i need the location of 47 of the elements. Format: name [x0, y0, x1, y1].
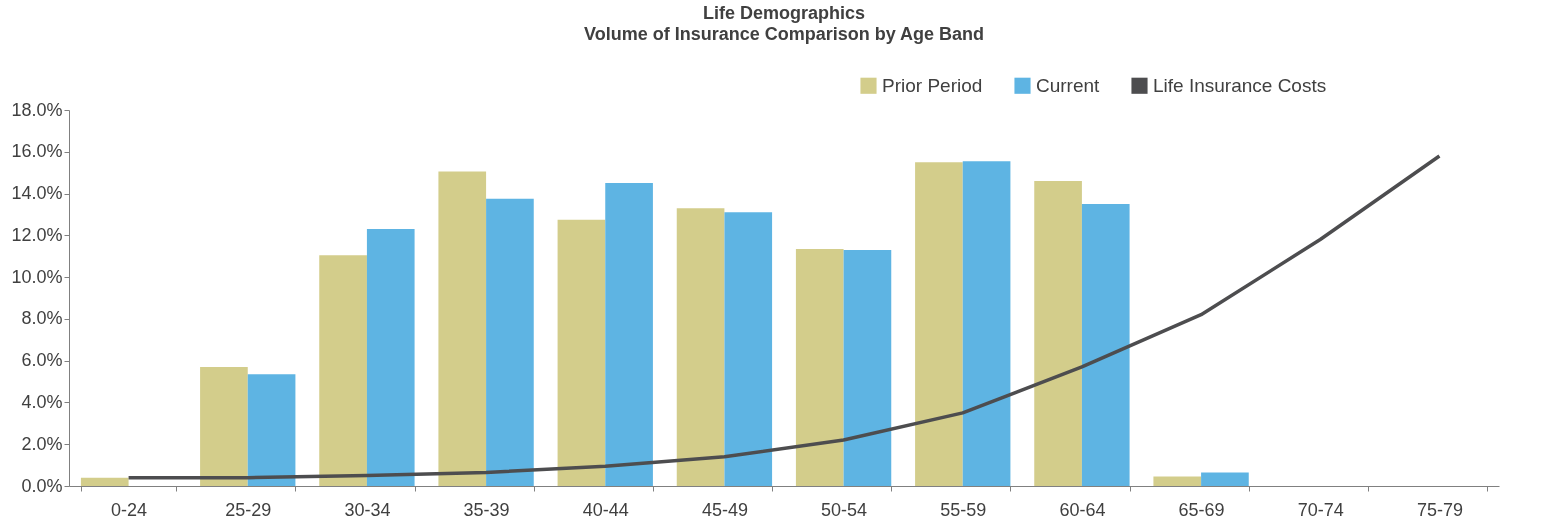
- chart-subtitle: Volume of Insurance Comparison by Age Band: [583, 24, 985, 44]
- bar: [366, 229, 415, 486]
- bar: [200, 366, 248, 486]
- y-tick-label: 18.0%: [11, 99, 63, 120]
- y-tick-label: 8.0%: [21, 308, 63, 329]
- y-tick-label: 10.0%: [11, 266, 63, 287]
- x-tick-label: 35-39: [463, 499, 510, 520]
- bar: [724, 212, 773, 486]
- bar: [676, 208, 725, 486]
- bar: [557, 219, 606, 486]
- legend-label: Current: [1036, 74, 1101, 96]
- y-tick-label: 14.0%: [11, 183, 63, 204]
- x-tick-label: 30-34: [344, 499, 391, 520]
- bar: [1034, 181, 1082, 486]
- y-tick-label: 6.0%: [21, 350, 63, 371]
- bar: [80, 477, 129, 486]
- y-tick-label: 0.0%: [21, 475, 63, 496]
- bar: [1153, 476, 1202, 486]
- bar: [247, 374, 296, 486]
- y-tick-label: 16.0%: [11, 141, 63, 162]
- chart-title: Life Demographics: [702, 3, 866, 23]
- bar: [438, 171, 487, 486]
- line-series: [126, 154, 1442, 480]
- bar: [486, 198, 534, 486]
- x-tick-label: 65-69: [1178, 499, 1225, 520]
- bar: [605, 183, 653, 486]
- x-tick-label: 55-59: [940, 499, 987, 520]
- bar: [1081, 204, 1130, 486]
- y-tick-label: 12.0%: [11, 224, 63, 245]
- legend-label: Life Insurance Costs: [1153, 74, 1327, 96]
- bar: [319, 255, 367, 486]
- x-tick-label: 0-24: [111, 499, 148, 520]
- x-tick-label: 70-74: [1297, 499, 1344, 520]
- bar: [795, 248, 844, 486]
- x-tick-label: 40-44: [582, 499, 629, 520]
- bar: [843, 249, 892, 486]
- x-tick-label: 25-29: [225, 499, 272, 520]
- y-tick-label: 4.0%: [21, 391, 63, 412]
- bar: [915, 162, 963, 486]
- x-tick-label: 45-49: [701, 499, 748, 520]
- bar: [962, 161, 1011, 486]
- y-tick-label: 2.0%: [21, 433, 63, 454]
- x-tick-label: 50-54: [821, 499, 868, 520]
- x-tick-label: 75-79: [1416, 499, 1463, 520]
- x-tick-label: 60-64: [1059, 499, 1106, 520]
- bar: [1201, 472, 1249, 486]
- legend-label: Prior Period: [882, 74, 983, 96]
